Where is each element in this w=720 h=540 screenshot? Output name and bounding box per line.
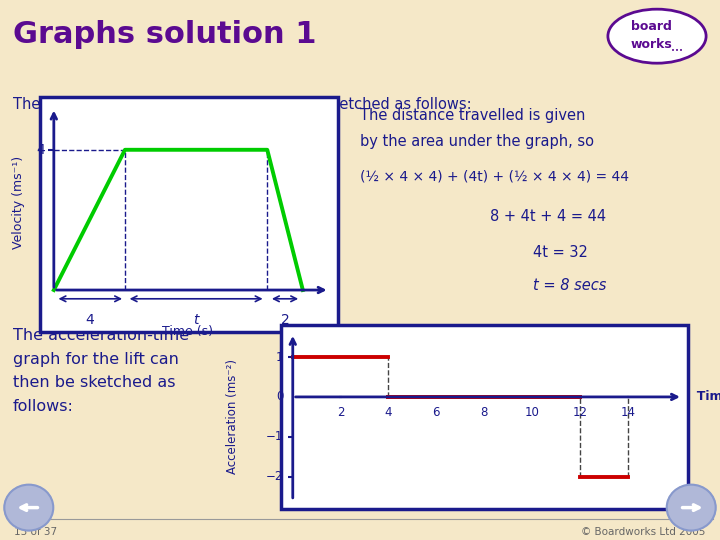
- Bar: [281, 325, 688, 509]
- Text: Velocity (ms⁻¹): Velocity (ms⁻¹): [12, 156, 24, 249]
- Text: 0: 0: [276, 390, 283, 403]
- Text: 2: 2: [337, 406, 344, 419]
- Text: 1: 1: [276, 350, 283, 363]
- Ellipse shape: [4, 485, 53, 530]
- Text: 13 of 37: 13 of 37: [14, 526, 58, 537]
- Text: 4: 4: [85, 313, 94, 327]
- Ellipse shape: [608, 9, 706, 63]
- Text: Time (s): Time (s): [162, 325, 212, 338]
- Text: 8 + 4t + 4 = 44: 8 + 4t + 4 = 44: [490, 209, 606, 224]
- Text: Graphs solution 1: Graphs solution 1: [13, 20, 317, 49]
- Bar: [40, 97, 338, 332]
- Text: 4: 4: [384, 406, 392, 419]
- Text: Time (s): Time (s): [688, 390, 720, 403]
- Text: 2: 2: [281, 313, 289, 327]
- Text: © Boardworks Ltd 2005: © Boardworks Ltd 2005: [581, 526, 706, 537]
- Ellipse shape: [667, 485, 716, 530]
- Text: 6: 6: [433, 406, 440, 419]
- Text: −2: −2: [266, 470, 283, 483]
- Text: (½ × 4 × 4) + (4t) + (½ × 4 × 4) = 44: (½ × 4 × 4) + (4t) + (½ × 4 × 4) = 44: [360, 170, 629, 184]
- Text: 14: 14: [620, 406, 635, 419]
- Text: 4t = 32: 4t = 32: [533, 245, 588, 260]
- Text: t = 8 secs: t = 8 secs: [533, 278, 606, 293]
- Text: Acceleration (ms⁻²): Acceleration (ms⁻²): [227, 360, 240, 474]
- Text: 12: 12: [572, 406, 588, 419]
- Text: 10: 10: [525, 406, 539, 419]
- Text: works: works: [631, 38, 672, 51]
- Text: board: board: [631, 20, 672, 33]
- Text: 4: 4: [36, 143, 45, 157]
- Text: −1: −1: [266, 430, 283, 443]
- Text: •••: •••: [671, 48, 683, 53]
- Text: t: t: [194, 313, 199, 327]
- Text: The acceleration-time
graph for the lift can
then be sketched as
follows:: The acceleration-time graph for the lift…: [13, 328, 189, 414]
- Text: The distance travelled is given: The distance travelled is given: [360, 107, 585, 123]
- Text: The velocity-time graph for the lift can be sketched as follows:: The velocity-time graph for the lift can…: [13, 97, 472, 112]
- Text: 8: 8: [480, 406, 488, 419]
- Text: by the area under the graph, so: by the area under the graph, so: [360, 134, 594, 149]
